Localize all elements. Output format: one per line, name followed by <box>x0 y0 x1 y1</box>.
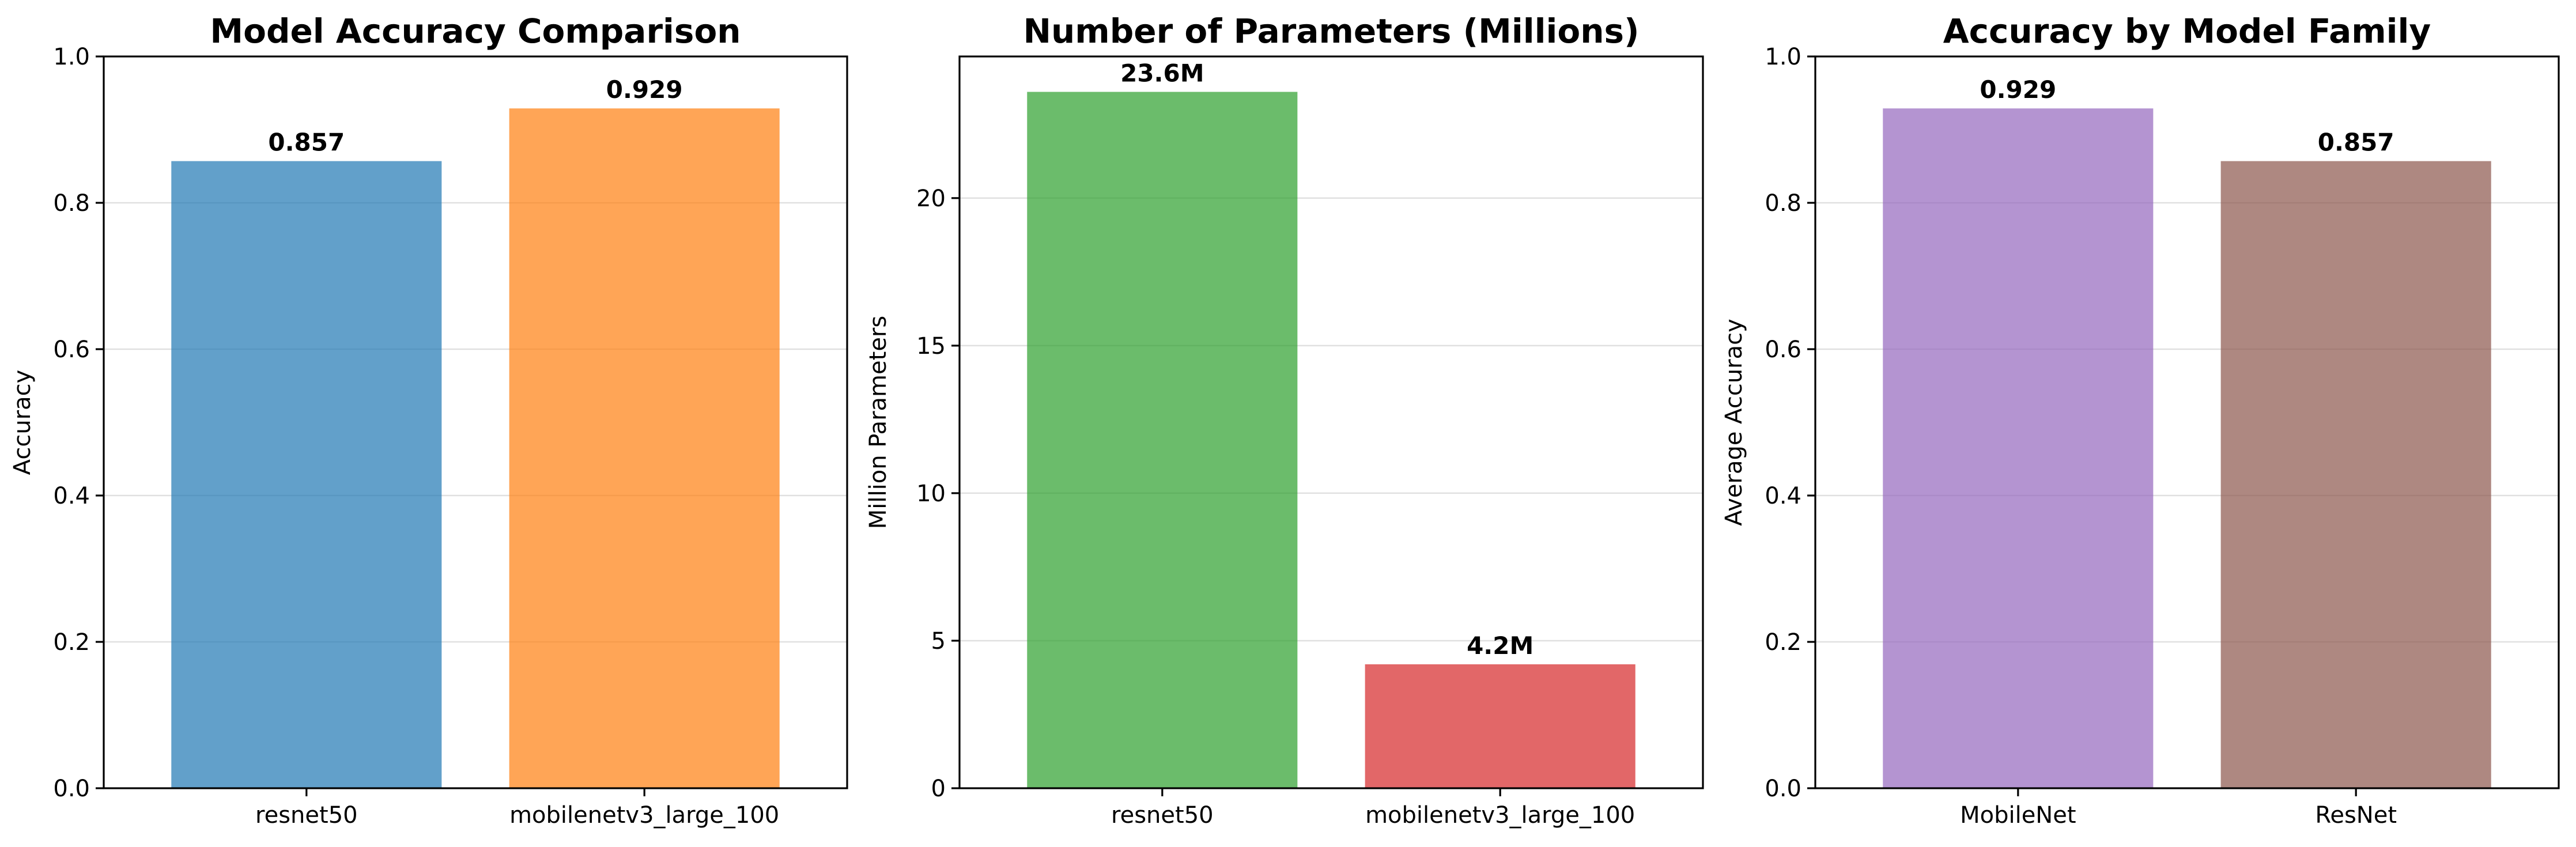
y-tick-label: 0 <box>931 776 946 802</box>
x-tick-label: mobilenetv3_large_100 <box>1365 802 1635 829</box>
plot-frame <box>958 55 1704 789</box>
chart-panel-1: 0.857 0.929 0.0 0.2 0.4 0.6 0.8 1.0 resnet50 mobi… <box>9 12 848 829</box>
y-tick-label: 0.8 <box>1765 190 1801 217</box>
y-tick-label: 0.0 <box>1765 776 1801 802</box>
bar-resnet50 <box>171 161 442 788</box>
data-label-resnet50: 0.857 <box>268 128 345 157</box>
y-axis-label: Accuracy <box>9 370 36 475</box>
y-tick-label: 0.2 <box>53 629 90 656</box>
y-tick-label: 1.0 <box>1765 44 1801 70</box>
plot-frame <box>103 55 848 789</box>
chart-title: Accuracy by Model Family <box>1943 12 2431 51</box>
bar-ResNet <box>2220 161 2491 788</box>
bar-mobilenetv3_large_100 <box>509 108 780 788</box>
x-tick-label: resnet50 <box>255 802 358 829</box>
y-tick-label: 10 <box>916 481 946 507</box>
data-label-mobilenetv3_large_100: 0.929 <box>606 75 683 104</box>
y-tick-label: 0.6 <box>1765 336 1801 363</box>
bar-MobileNet <box>1883 108 2154 788</box>
chart-title: Model Accuracy Comparison <box>210 12 741 51</box>
x-tick-label: mobilenetv3_large_100 <box>509 802 779 829</box>
chart-panel-3: 0.929 0.857 0.0 0.2 0.4 0.6 0.8 1.0 MobileNet Res… <box>1721 12 2560 829</box>
data-label-resnet50: 23.6M <box>1120 59 1204 87</box>
y-tick-label: 5 <box>931 628 946 655</box>
chart-panel-2: 23.6M 4.2M 0 5 10 15 20 resnet50 mobilenetv3_lar… <box>865 12 1704 829</box>
data-label-MobileNet: 0.929 <box>1980 75 2056 104</box>
y-tick-label: 0.6 <box>53 336 90 363</box>
plot-frame <box>1814 55 2560 789</box>
data-label-mobilenetv3_large_100: 4.2M <box>1467 632 1533 660</box>
y-tick-label: 20 <box>916 186 946 212</box>
bar-mobilenetv3_large_100 <box>1365 664 1636 788</box>
y-tick-label: 1.0 <box>53 44 90 70</box>
x-tick-label: MobileNet <box>1960 802 2076 829</box>
y-axis-label: Million Parameters <box>865 316 892 529</box>
chart-title: Number of Parameters (Millions) <box>1023 12 1639 51</box>
x-tick-label: ResNet <box>2315 802 2397 829</box>
y-tick-label: 0.0 <box>53 776 90 802</box>
bar-resnet50 <box>1027 92 1298 788</box>
y-tick-label: 15 <box>916 333 946 360</box>
y-tick-label: 0.8 <box>53 190 90 217</box>
y-axis-label: Average Accuracy <box>1721 319 1747 526</box>
y-tick-label: 0.2 <box>1765 629 1801 656</box>
x-tick-label: resnet50 <box>1111 802 1214 829</box>
y-tick-label: 0.4 <box>53 483 90 509</box>
y-tick-label: 0.4 <box>1765 483 1801 509</box>
data-label-ResNet: 0.857 <box>2318 128 2394 157</box>
